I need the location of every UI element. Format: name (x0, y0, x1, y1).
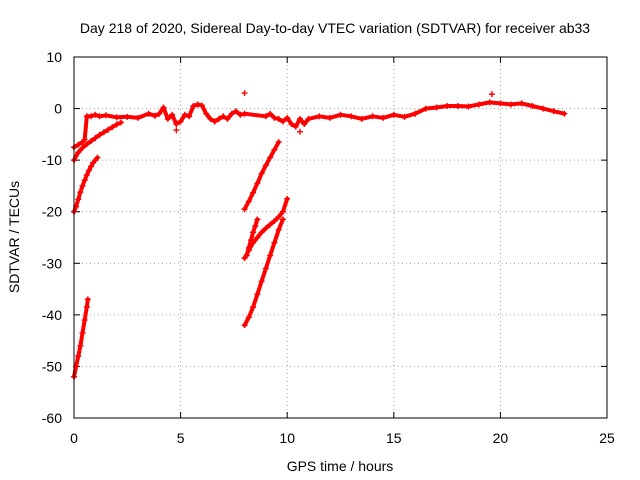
chart-title: Day 218 of 2020, Sidereal Day-to-day VTE… (80, 20, 590, 36)
y-tick-label: -60 (42, 410, 62, 426)
x-tick-label: 20 (493, 430, 509, 446)
x-tick-label: 15 (386, 430, 402, 446)
series-trace (72, 297, 90, 379)
y-tick-label: 0 (54, 101, 62, 117)
series-6 (241, 216, 286, 329)
y-axis-label: SDTVAR / TECUs (6, 181, 22, 293)
y-tick-label: -20 (42, 204, 62, 220)
x-axis-label: GPS time / hours (287, 458, 394, 474)
series-trace (72, 100, 567, 150)
series-0 (71, 99, 568, 151)
x-tick-label: 0 (70, 430, 78, 446)
series-trace (242, 217, 285, 328)
series-2 (71, 154, 101, 215)
y-tick-label: -10 (42, 152, 62, 168)
series-7 (243, 216, 261, 259)
series-trace (72, 155, 100, 214)
data-point (173, 127, 180, 134)
series-8 (173, 90, 495, 135)
series-trace (244, 217, 260, 258)
y-tick-label: -30 (42, 255, 62, 271)
data-point (241, 90, 248, 97)
series-4 (241, 139, 282, 213)
x-tick-label: 10 (279, 430, 295, 446)
x-tick-label: 25 (599, 430, 615, 446)
y-tick-label: -40 (42, 307, 62, 323)
series-trace (72, 120, 123, 163)
series-trace (242, 140, 281, 212)
data-point (488, 91, 495, 98)
axis-ticks: 0 5 10 15 20 25 10 0 -10 -20 -30 -40 -50 -60 (42, 49, 615, 446)
data-point (296, 128, 303, 135)
y-tick-label: -50 (42, 358, 62, 374)
x-tick-label: 5 (177, 430, 185, 446)
y-tick-label: 10 (46, 49, 62, 65)
plot-area (71, 90, 568, 380)
plot-frame (73, 56, 608, 419)
series-trace (242, 196, 290, 261)
